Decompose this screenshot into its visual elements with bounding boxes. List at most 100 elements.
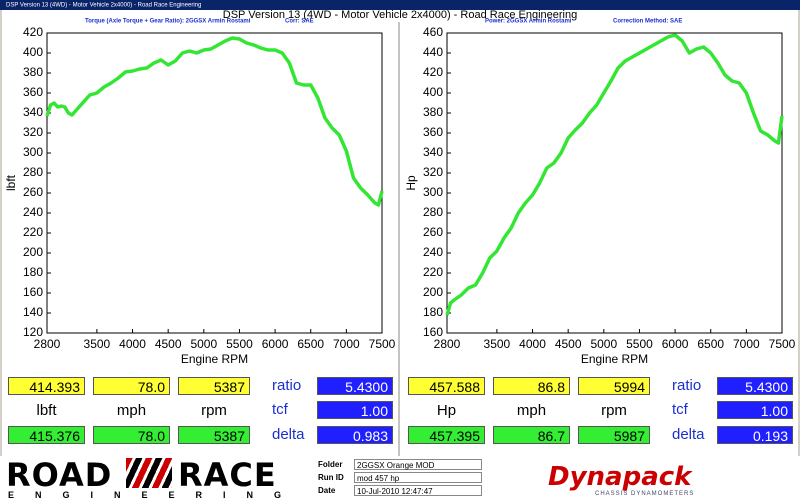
x-tick-label: 4000 bbox=[119, 337, 146, 351]
factor-label: ratio bbox=[272, 377, 302, 394]
x-tick-label: 4000 bbox=[519, 337, 546, 351]
x-tick-label: 6500 bbox=[297, 337, 324, 351]
y-tick-label: 420 bbox=[23, 25, 43, 39]
factor-value: 5.4300 bbox=[717, 377, 793, 395]
factor-value: 1.00 bbox=[317, 401, 393, 419]
plot-frame bbox=[46, 32, 383, 334]
y-tick-label: 180 bbox=[423, 305, 443, 319]
y-axis-label: lbft bbox=[4, 174, 18, 191]
factor-label: delta bbox=[272, 426, 305, 443]
x-tick-label: 7500 bbox=[769, 337, 796, 351]
y-tick-label: 380 bbox=[423, 105, 443, 119]
x-tick-label: 4500 bbox=[555, 337, 582, 351]
charts: DSP Version 13 (4WD) - Motor Vehicle 2x4… bbox=[0, 0, 800, 456]
field-value: 2GGSX Orange MOD bbox=[354, 459, 482, 470]
y-tick-label: 240 bbox=[423, 245, 443, 259]
y-tick-label: 240 bbox=[23, 205, 43, 219]
y-tick-label: 360 bbox=[423, 125, 443, 139]
x-tick-label: 3500 bbox=[484, 337, 511, 351]
y-tick-label: 300 bbox=[23, 145, 43, 159]
footer: ROAD RACE ENGINEERING Folder 2GGSX Orange… bbox=[0, 456, 800, 500]
y-tick-label: 400 bbox=[23, 45, 43, 59]
y-tick-label: 200 bbox=[23, 245, 43, 259]
torque-power-line bbox=[445, 33, 784, 316]
y-tick-label: 440 bbox=[423, 45, 443, 59]
brand-tagline: CHASSIS DYNAMOMETERS bbox=[595, 491, 695, 497]
logo-right: RACE bbox=[178, 456, 277, 494]
x-tick-label: 6000 bbox=[262, 337, 289, 351]
y-tick-label: 380 bbox=[23, 65, 43, 79]
reading-top: 5994 bbox=[578, 377, 650, 395]
reading-bottom: 78.0 bbox=[93, 426, 170, 444]
factor-value: 0.983 bbox=[317, 426, 393, 444]
y-tick-label: 260 bbox=[23, 185, 43, 199]
field-value: 10-Jul-2010 12:47:47 bbox=[354, 485, 482, 496]
field-label: Date bbox=[318, 486, 336, 495]
main-title: DSP Version 13 (4WD - Motor Vehicle 2x40… bbox=[223, 9, 577, 21]
reading-bottom: 415.376 bbox=[8, 426, 85, 444]
unit-label: Hp bbox=[436, 402, 457, 419]
y-tick-label: 140 bbox=[23, 305, 43, 319]
x-tick-label: 3500 bbox=[84, 337, 111, 351]
factor-label: delta bbox=[672, 426, 705, 443]
factor-label: tcf bbox=[672, 401, 688, 418]
reading-bottom: 5387 bbox=[178, 426, 250, 444]
y-axis-label: Hp bbox=[404, 175, 418, 191]
reading-top: 86.8 bbox=[493, 377, 570, 395]
x-tick-label: 6000 bbox=[662, 337, 689, 351]
x-tick-label: 5000 bbox=[590, 337, 617, 351]
y-tick-label: 220 bbox=[23, 225, 43, 239]
y-tick-label: 160 bbox=[423, 325, 443, 339]
y-tick-label: 160 bbox=[23, 285, 43, 299]
x-tick-label: 4500 bbox=[155, 337, 182, 351]
chart-correction: Correction Method: SAE bbox=[613, 19, 682, 25]
torque-power-line bbox=[45, 36, 384, 207]
y-tick-label: 460 bbox=[423, 25, 443, 39]
logo: ROAD RACE ENGINEERING bbox=[6, 456, 306, 500]
chart-area bbox=[2, 10, 798, 372]
y-tick-label: 400 bbox=[423, 85, 443, 99]
y-tick-label: 300 bbox=[423, 185, 443, 199]
reading-bottom: 457.395 bbox=[408, 426, 485, 444]
x-axis-label: Engine RPM bbox=[181, 352, 248, 366]
x-tick-label: 2800 bbox=[434, 337, 461, 351]
y-tick-label: 320 bbox=[423, 165, 443, 179]
field-label: Folder bbox=[318, 460, 343, 469]
y-tick-label: 120 bbox=[23, 325, 43, 339]
x-tick-label: 7500 bbox=[369, 337, 396, 351]
window-titlebar bbox=[0, 0, 800, 10]
x-tick-label: 5500 bbox=[626, 337, 653, 351]
chart-subtitle: Power: 2GGSX Armin Rostami bbox=[485, 19, 572, 25]
y-tick-label: 360 bbox=[23, 85, 43, 99]
reading-top: 5387 bbox=[178, 377, 250, 395]
unit-label: mph bbox=[516, 402, 547, 419]
factor-value: 0.193 bbox=[717, 426, 793, 444]
unit-label: lbft bbox=[36, 402, 57, 419]
reading-top: 78.0 bbox=[93, 377, 170, 395]
y-tick-label: 320 bbox=[23, 125, 43, 139]
logo-left: ROAD bbox=[6, 456, 113, 494]
y-tick-label: 340 bbox=[23, 105, 43, 119]
y-tick-label: 260 bbox=[423, 225, 443, 239]
factor-label: ratio bbox=[672, 377, 702, 394]
chart-correction: Corr: SAE bbox=[285, 19, 314, 25]
factor-label: tcf bbox=[272, 401, 288, 418]
y-tick-label: 420 bbox=[423, 65, 443, 79]
y-tick-label: 180 bbox=[23, 265, 43, 279]
field-value: mod 457 hp bbox=[354, 472, 482, 483]
chart-subtitle: Torque (Axle Torque + Gear Ratio): 2GGSX… bbox=[85, 19, 251, 25]
x-axis-label: Engine RPM bbox=[581, 352, 648, 366]
logo-slashes bbox=[126, 458, 172, 488]
x-tick-label: 6500 bbox=[697, 337, 724, 351]
y-tick-label: 220 bbox=[423, 265, 443, 279]
y-tick-label: 280 bbox=[23, 165, 43, 179]
window-title: DSP Version 13 (4WD) - Motor Vehicle 2x4… bbox=[6, 3, 201, 9]
x-tick-label: 7000 bbox=[333, 337, 360, 351]
x-tick-label: 5500 bbox=[226, 337, 253, 351]
reading-top: 457.588 bbox=[408, 377, 485, 395]
unit-label: rpm bbox=[201, 402, 227, 419]
x-tick-label: 7000 bbox=[733, 337, 760, 351]
x-tick-label: 5000 bbox=[190, 337, 217, 351]
y-tick-label: 280 bbox=[423, 205, 443, 219]
